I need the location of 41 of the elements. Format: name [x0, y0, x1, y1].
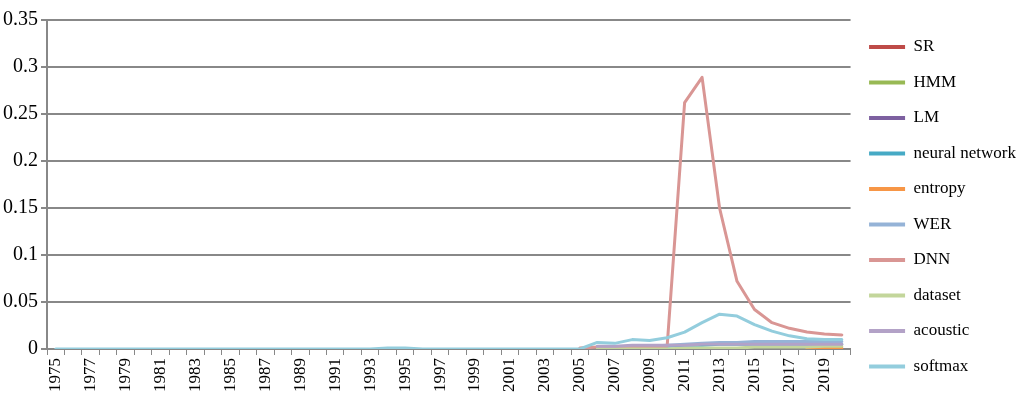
legend-label: acoustic — [913, 320, 970, 340]
x-tick-label: 1997 — [429, 357, 449, 392]
x-tick-label: 1991 — [324, 358, 344, 392]
x-tick-label: 2003 — [534, 358, 554, 392]
x-tick-label: 2017 — [778, 357, 798, 392]
legend-label: WER — [913, 213, 952, 233]
y-tick-label: 0.05 — [3, 289, 38, 312]
x-tick-label: 2001 — [499, 358, 519, 392]
x-tick-label: 1993 — [359, 358, 379, 392]
x-tick-label: 2013 — [709, 358, 729, 392]
legend-label: dataset — [913, 284, 962, 304]
x-tick-label: 2007 — [604, 357, 624, 392]
x-tick-label: 1977 — [80, 357, 100, 392]
x-tick-label: 1975 — [45, 358, 65, 392]
x-tick-label: 2011 — [674, 358, 694, 392]
y-tick-label: 0.35 — [3, 7, 38, 30]
legend-label: DNN — [913, 249, 951, 269]
x-tick-label: 2005 — [569, 358, 589, 392]
x-tick-label: 1989 — [289, 358, 309, 392]
x-tick-label: 1985 — [219, 358, 239, 392]
x-tick-label: 2019 — [813, 358, 833, 392]
legend-label: neural network — [913, 142, 1017, 162]
x-tick-label: 1981 — [150, 358, 170, 392]
y-tick-label: 0.3 — [13, 54, 38, 77]
x-tick-label: 1999 — [464, 358, 484, 392]
y-tick-label: 0 — [28, 336, 38, 359]
y-tick-label: 0.2 — [13, 148, 38, 171]
x-tick-label: 1979 — [115, 358, 135, 392]
x-tick-label: 1995 — [394, 358, 414, 392]
x-tick-label: 1987 — [254, 357, 274, 392]
x-tick-label: 1983 — [184, 358, 204, 392]
legend-label: entropy — [913, 178, 966, 198]
x-tick-label: 2009 — [639, 358, 659, 392]
legend-label: HMM — [913, 71, 957, 91]
legend-label: LM — [913, 107, 940, 127]
y-tick-label: 0.25 — [3, 101, 38, 124]
x-tick-label: 2015 — [743, 358, 763, 392]
y-tick-label: 0.1 — [13, 242, 38, 265]
y-tick-label: 0.15 — [3, 195, 38, 218]
legend-label: SR — [913, 36, 936, 56]
legend-label: softmax — [913, 355, 969, 375]
